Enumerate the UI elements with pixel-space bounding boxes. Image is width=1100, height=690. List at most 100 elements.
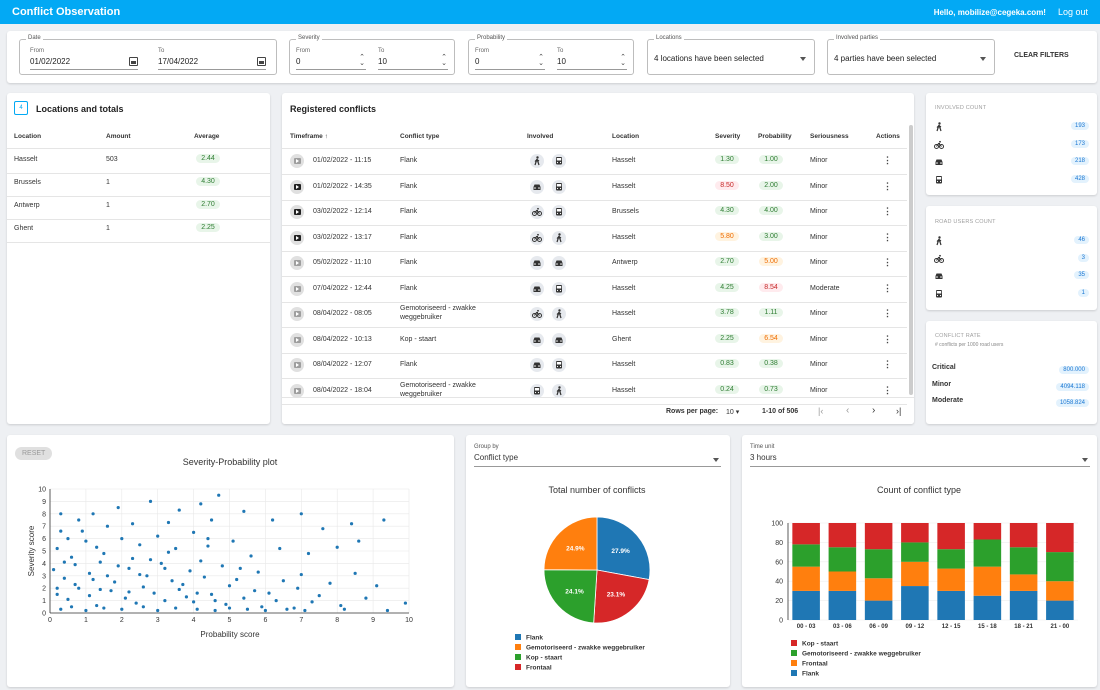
more-options-icon[interactable]: ⋮ xyxy=(883,308,892,318)
probability-chip: 5.00 xyxy=(759,257,783,266)
table-row[interactable]: 07/04/2022 - 12:44 Flank Hasselt 4.25 8.54 Mo… xyxy=(282,277,907,303)
table-row[interactable]: 03/02/2022 - 12:14 Flank Brussels 4.30 4.00 M… xyxy=(282,200,907,226)
stepper-icon[interactable]: ⌃ ⌄ xyxy=(359,54,365,67)
col-amount: Amount xyxy=(106,133,131,140)
col-timeframe[interactable]: Timeframe ↑ xyxy=(290,133,328,140)
legend-label: Flank xyxy=(802,671,819,678)
stepper-icon[interactable]: ⌃ ⌄ xyxy=(441,54,447,67)
probability-from-input[interactable]: 0 ⌃ ⌄ xyxy=(475,54,545,70)
conflict-type: Gemotoriseerd - zwakke xyxy=(400,381,476,389)
bar-segment xyxy=(1046,600,1074,620)
more-options-icon[interactable]: ⋮ xyxy=(883,231,892,242)
more-options-icon[interactable]: ⋮ xyxy=(883,257,892,267)
video-icon[interactable] xyxy=(290,230,304,245)
last-page-icon[interactable]: ›| xyxy=(896,406,902,416)
bar-segment xyxy=(828,571,857,591)
table-row[interactable]: 01/02/2022 - 11:15 Flank Hasselt 1.30 1.00 Mi… xyxy=(282,149,907,175)
prev-page-icon[interactable]: ‹ xyxy=(846,405,850,416)
table-scrollbar[interactable] xyxy=(909,125,913,395)
chevron-down-icon[interactable] xyxy=(713,458,719,462)
scatter-point xyxy=(177,508,181,512)
location-row[interactable]: Antwerp 1 2.70 xyxy=(7,197,270,220)
video-icon[interactable] xyxy=(290,179,304,194)
video-icon[interactable] xyxy=(290,154,304,168)
severity-chip: 3.78 xyxy=(715,308,739,317)
next-page-icon[interactable]: › xyxy=(872,405,876,416)
clear-filters-button[interactable]: CLEAR FILTERS xyxy=(1014,52,1069,59)
table-row[interactable]: 08/04/2022 - 10:13 Kop - staart Ghent 2.25 6… xyxy=(282,328,907,354)
probability-to-input[interactable]: 10 ⌃ ⌄ xyxy=(557,54,627,70)
severity-to-label: To xyxy=(378,48,385,54)
calendar-icon[interactable] xyxy=(129,57,138,66)
logout-link[interactable]: Log out xyxy=(1057,7,1088,17)
parties-select[interactable]: Involved parties 4 parties have been sel… xyxy=(827,35,995,75)
pedestrian-icon xyxy=(934,236,944,246)
more-options-icon[interactable]: ⋮ xyxy=(883,155,892,165)
rows-per-page-select[interactable]: 10 ▾ xyxy=(726,409,740,416)
location-row[interactable]: Brussels 1 4.30 xyxy=(7,174,270,197)
severity-from-input[interactable]: 0 ⌃ ⌄ xyxy=(296,54,366,70)
y-tick-label: 0 xyxy=(42,611,46,618)
video-icon[interactable] xyxy=(290,383,304,398)
table-row[interactable]: 01/02/2022 - 14:35 Flank Hasselt 8.50 2.00 Mi… xyxy=(282,175,907,201)
chevron-down-icon[interactable] xyxy=(980,57,986,61)
more-options-icon[interactable]: ⋮ xyxy=(883,359,892,369)
x-tick-label: 21 - 00 xyxy=(1051,624,1070,630)
location-row[interactable]: Ghent 1 2.25 xyxy=(7,220,270,243)
video-icon[interactable] xyxy=(290,281,304,296)
bar-title: Count of conflict type xyxy=(877,485,961,495)
video-icon[interactable] xyxy=(290,205,304,219)
scatter-point xyxy=(141,605,145,609)
location: Antwerp xyxy=(612,259,638,266)
legend-swatch xyxy=(515,644,521,650)
stacked-bar-chart: Count of conflict type 0 20 40 60 80 100 00 - 0… xyxy=(771,485,1078,678)
video-icon[interactable] xyxy=(290,332,304,347)
location-row[interactable]: Hasselt 503 2.44 xyxy=(7,151,270,174)
scatter-point xyxy=(177,587,181,592)
rate-label: Critical xyxy=(932,364,956,371)
chevron-down-icon[interactable] xyxy=(1082,458,1088,462)
parties-legend: Involved parties xyxy=(834,35,881,41)
video-icon[interactable] xyxy=(290,256,304,270)
group-by-select[interactable]: Conflict type xyxy=(474,453,721,467)
y-tick-label: 7 xyxy=(42,524,46,531)
scatter-point xyxy=(382,518,386,522)
more-options-icon[interactable]: ⋮ xyxy=(883,333,892,344)
sort-arrow-up-icon[interactable]: ↑ xyxy=(324,133,328,140)
table-row[interactable]: 05/02/2022 - 11:10 Flank Antwerp 2.70 5.00 Mi… xyxy=(282,251,907,277)
table-row[interactable]: 08/04/2022 - 08:05 Gemotoriseerd - zwakke… xyxy=(282,302,907,328)
bar-segment xyxy=(973,595,1002,620)
scatter-point xyxy=(227,584,232,588)
table-row[interactable]: 08/04/2022 - 12:07 Flank Hasselt 0.83 0.38 Mi… xyxy=(282,353,907,379)
scatter-point xyxy=(69,605,74,609)
calendar-icon[interactable] xyxy=(257,57,266,66)
table-row[interactable]: 08/04/2022 - 18:04 Gemotoriseerd - zwakke… xyxy=(282,379,907,405)
chevron-down-icon[interactable] xyxy=(800,57,806,61)
first-page-icon[interactable]: |‹ xyxy=(818,406,824,416)
rows-per-page-label: Rows per page: xyxy=(666,408,719,415)
severity-to-input[interactable]: 10 ⌃ ⌄ xyxy=(378,54,448,70)
more-options-icon[interactable]: ⋮ xyxy=(883,282,892,293)
scatter-point xyxy=(281,579,285,583)
divider xyxy=(282,378,907,379)
scatter-point xyxy=(220,564,224,568)
locations-select[interactable]: Locations 4 locations have been selected xyxy=(647,35,815,75)
video-icon[interactable] xyxy=(290,358,304,372)
x-tick-label: 03 - 06 xyxy=(833,624,852,630)
more-options-icon[interactable]: ⋮ xyxy=(883,206,892,216)
more-options-icon[interactable]: ⋮ xyxy=(883,180,892,191)
date-from-input[interactable]: 01/02/2022 xyxy=(30,56,138,70)
table-row[interactable]: 03/02/2022 - 13:17 Flank Hasselt 5.80 3.00 Mi… xyxy=(282,226,907,252)
stepper-icon[interactable]: ⌃ ⌄ xyxy=(538,54,544,67)
more-options-icon[interactable]: ⋮ xyxy=(883,384,892,395)
chevron-down-icon[interactable]: ▾ xyxy=(735,409,740,416)
time-unit-select[interactable]: 3 hours xyxy=(750,453,1090,467)
scatter-point xyxy=(55,546,59,551)
scatter-point xyxy=(199,502,203,506)
stepper-icon[interactable]: ⌃ ⌄ xyxy=(620,54,626,67)
date-to-input[interactable]: 17/04/2022 xyxy=(158,56,266,70)
car-icon xyxy=(934,157,944,167)
parties-value: 4 parties have been selected xyxy=(834,54,937,63)
reset-button[interactable]: RESET xyxy=(15,447,53,460)
video-icon[interactable] xyxy=(290,307,304,321)
